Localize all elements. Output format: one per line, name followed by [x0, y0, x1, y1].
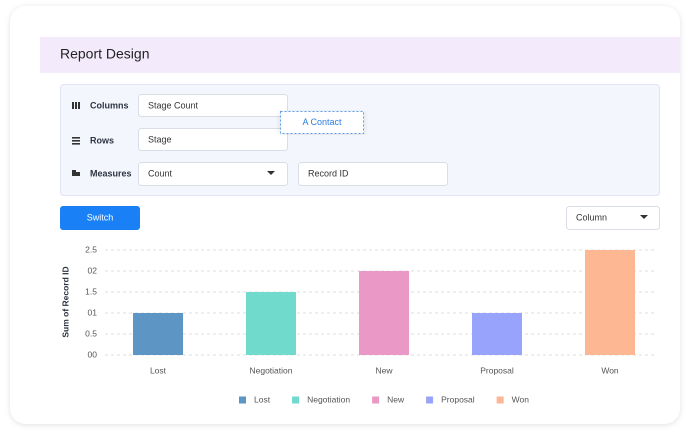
- legend-label: Lost: [254, 394, 271, 404]
- x-tick-label: Lost: [150, 365, 167, 375]
- legend-item: Proposal: [426, 394, 475, 404]
- y-tick-label: 01: [88, 307, 98, 317]
- rows-input[interactable]: [138, 128, 288, 151]
- columns-label: Columns: [90, 100, 129, 110]
- switch-button[interactable]: [60, 206, 140, 230]
- y-axis-label: Sum of Record ID: [60, 266, 70, 337]
- rows-value: Stage: [148, 134, 172, 144]
- chart-type-value: Column: [576, 212, 607, 222]
- y-tick-label: 00: [88, 349, 98, 359]
- header-title: Report Design: [60, 46, 150, 62]
- legend-swatch: [292, 396, 300, 404]
- legend-swatch: [239, 396, 246, 404]
- x-tick-label: New: [375, 365, 393, 375]
- y-tick-label: 02: [88, 265, 98, 275]
- x-tick-label: Negotiation: [249, 365, 292, 375]
- legend-swatch: [372, 396, 380, 404]
- y-tick-label: 2.5: [85, 244, 97, 254]
- y-tick-label: 0.5: [85, 328, 97, 338]
- y-tick-label: 1.5: [85, 286, 97, 296]
- legend-label: Negotiation: [307, 394, 350, 404]
- caret: [640, 215, 648, 219]
- switch-button-text: Switch: [87, 212, 114, 222]
- drag-item-text: A Contact: [302, 117, 342, 127]
- legend-swatch: [426, 396, 434, 404]
- bar: [585, 250, 635, 355]
- legend-item: New: [372, 394, 405, 404]
- measures-label: Measures: [90, 168, 132, 178]
- rows-label: Rows: [90, 135, 114, 145]
- field-value: Record ID: [308, 168, 349, 178]
- columns-input[interactable]: [138, 94, 288, 117]
- header-bar: [40, 37, 680, 73]
- drag-item[interactable]: [280, 111, 364, 134]
- field-input[interactable]: [298, 162, 448, 186]
- legend-item: Won: [496, 394, 530, 404]
- measures-value: Count: [148, 168, 173, 178]
- columns-icon: [72, 102, 80, 109]
- legend-label: Proposal: [441, 394, 475, 404]
- chart-type-dropdown[interactable]: [566, 206, 660, 230]
- legend-swatch: [496, 396, 504, 404]
- columns-value: Stage Count: [148, 100, 199, 110]
- x-tick-label: Proposal: [480, 365, 514, 375]
- measures-icon: [72, 170, 80, 176]
- legend-item: Negotiation: [292, 394, 350, 404]
- legend-label: New: [387, 394, 405, 404]
- bar: [359, 271, 409, 355]
- bar: [246, 292, 296, 355]
- bar: [472, 313, 522, 355]
- rows-icon: [72, 137, 80, 145]
- x-tick-label: Won: [601, 365, 619, 375]
- legend-label: Won: [512, 394, 530, 404]
- legend-item: Lost: [239, 394, 271, 404]
- caret: [267, 171, 275, 175]
- bar: [133, 313, 183, 355]
- measures-dropdown[interactable]: [138, 162, 288, 186]
